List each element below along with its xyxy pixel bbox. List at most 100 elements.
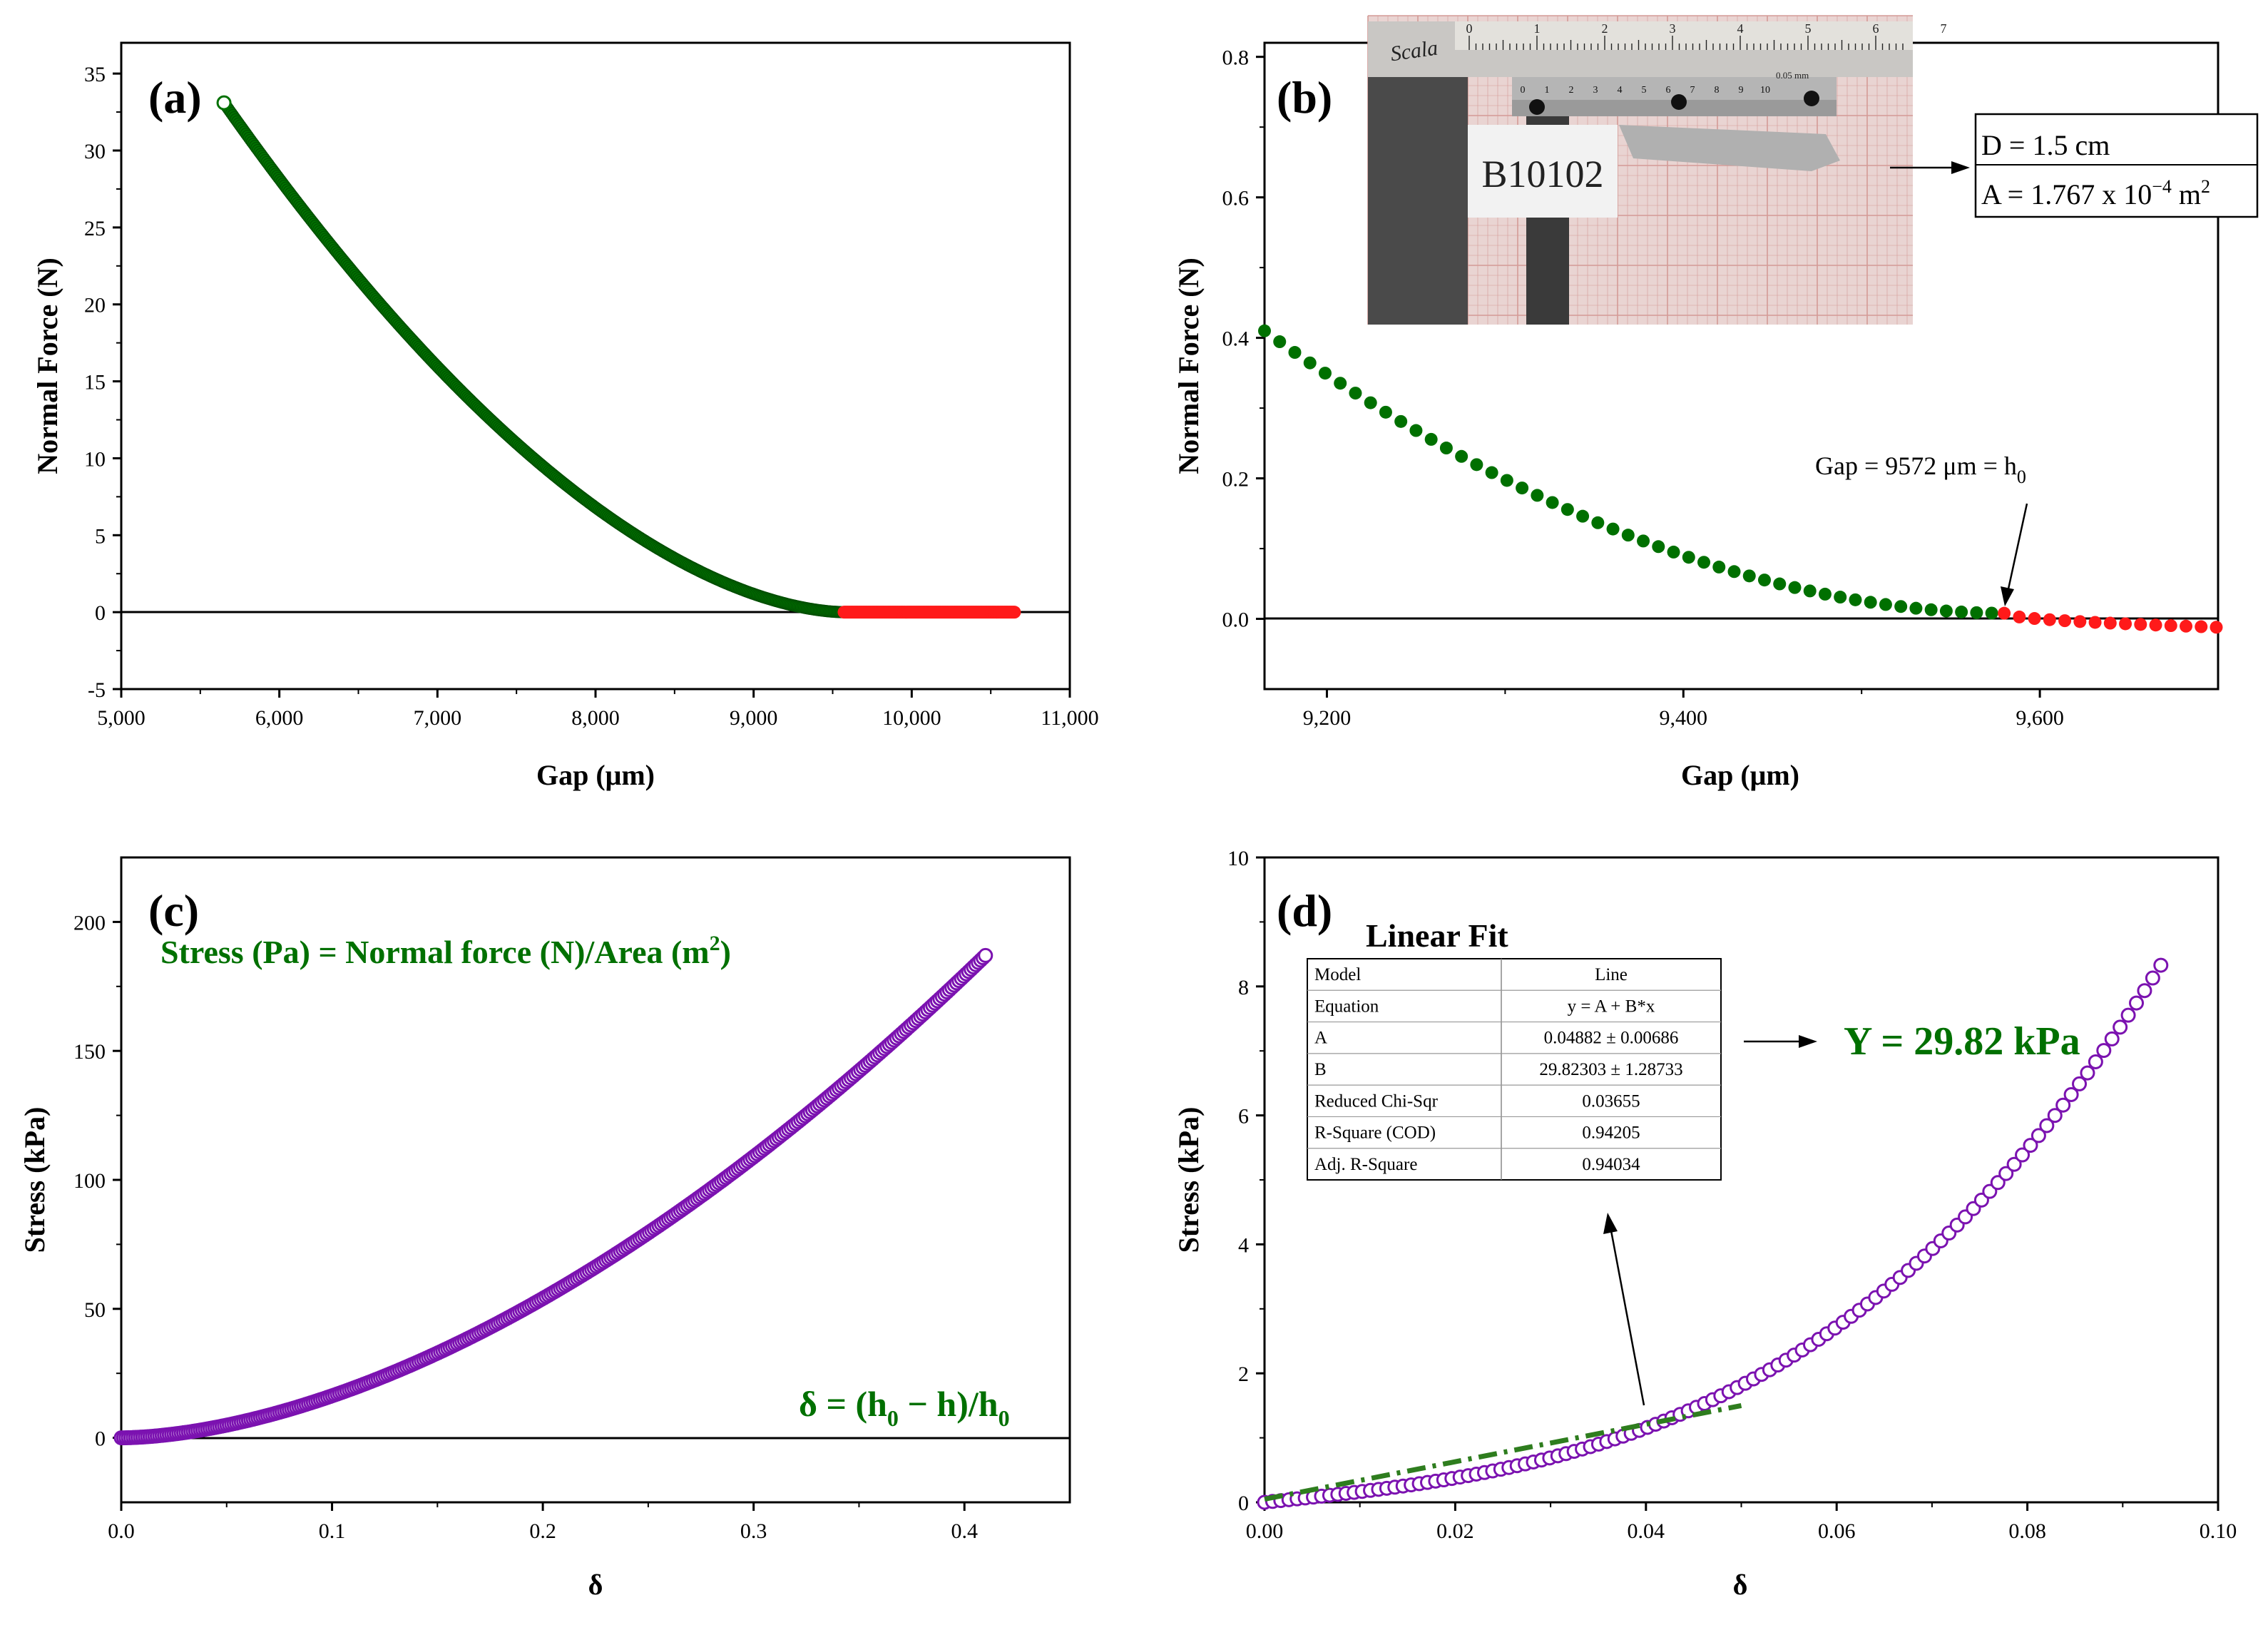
fit-table-value: 0.04882 ± 0.00686 <box>1544 1029 1679 1048</box>
panel-a-label: (a) <box>148 72 202 123</box>
panel-c-y-label: Stress (kPa) <box>19 1107 51 1253</box>
x-tick-label: 0.4 <box>951 1519 978 1543</box>
panel-d-y-ticks: 0 2 4 6 8 10 <box>1227 847 1265 1515</box>
y-tick-label: 15 <box>84 371 106 394</box>
fit-table-key: Adj. R-Square <box>1314 1155 1417 1174</box>
data-point-green <box>1849 593 1862 606</box>
data-point-red <box>2210 621 2223 634</box>
data-point-green <box>1349 387 1362 400</box>
data-point-purple <box>978 947 993 963</box>
y-tick-label: 25 <box>84 217 106 240</box>
fit-table-value: 0.94205 <box>1582 1124 1640 1143</box>
data-point-purple <box>2039 1118 2055 1134</box>
y-tick-label: 30 <box>84 140 106 163</box>
dimension-diameter: D = 1.5 cm <box>1981 129 2110 161</box>
x-tick-label: 11,000 <box>1041 706 1098 730</box>
data-point-green <box>1439 442 1453 455</box>
panel-c-label: (c) <box>148 885 199 936</box>
x-tick-label: 0.0 <box>108 1519 135 1543</box>
panel-b: 9,200 9,400 9,600 0.0 0.2 0.4 0.6 0.8 (b) Gap … <box>1173 15 2259 791</box>
data-point-green <box>1697 556 1711 569</box>
x-tick-label: 5,000 <box>97 706 145 730</box>
data-point-green <box>1576 509 1590 523</box>
data-point-green <box>1803 584 1817 598</box>
fit-table-key: Equation <box>1314 997 1379 1016</box>
data-point-green <box>1560 503 1574 516</box>
fit-table-key: R-Square (COD) <box>1314 1124 1436 1143</box>
y-tick-label: 10 <box>84 447 106 471</box>
data-point-purple <box>1990 1175 2006 1191</box>
fit-table-value: 0.94034 <box>1582 1155 1640 1174</box>
fit-title: Linear Fit <box>1366 917 1508 954</box>
data-point-green <box>1591 516 1605 529</box>
y-tick-label: 200 <box>73 911 106 934</box>
data-point-red <box>2180 619 2193 633</box>
caliper-beam-scale <box>1455 21 1913 50</box>
fit-table-frame <box>1307 958 1722 1181</box>
fit-table-value: Line <box>1595 965 1628 984</box>
x-tick-label: 0.02 <box>1436 1519 1474 1543</box>
panel-c-points <box>113 947 993 1446</box>
x-tick-label: 0.3 <box>740 1519 767 1543</box>
data-point-purple <box>2096 1043 2112 1059</box>
data-point-purple <box>2113 1019 2128 1035</box>
data-point-green <box>1834 591 1847 604</box>
ruler-number: 2 <box>1602 21 1608 36</box>
vernier-number: 6 <box>1666 85 1671 96</box>
x-tick-label: 0.2 <box>529 1519 556 1543</box>
data-point-green <box>1909 601 1923 615</box>
data-point-green <box>1879 598 1892 611</box>
data-point-green <box>1757 574 1771 587</box>
panel-a-x-ticks: 5,000 6,000 7,000 8,000 9,000 10,000 11,000 <box>97 689 1099 730</box>
y-tick-label: 100 <box>73 1169 106 1193</box>
panel-b-x-label: Gap (μm) <box>1681 759 1799 791</box>
data-point-green <box>1970 606 1983 619</box>
dimension-area: A = 1.767 x 10−4 m2 <box>1981 176 2210 210</box>
data-point-green <box>1273 335 1287 349</box>
ruler-ticks <box>1468 36 1904 50</box>
data-point-green <box>1788 581 1802 594</box>
vernier-number: 2 <box>1569 85 1574 96</box>
data-point-green <box>1546 496 1559 509</box>
data-point-green <box>1334 377 1347 390</box>
panel-a: 5,000 6,000 7,000 8,000 9,000 10,000 11,000 -5… <box>31 41 1099 791</box>
data-point-purple <box>2055 1097 2071 1113</box>
data-point-green <box>1288 346 1302 360</box>
x-tick-label: 0.10 <box>2200 1519 2237 1543</box>
data-point-green <box>1712 560 1726 574</box>
panel-b-label: (b) <box>1277 72 1332 123</box>
table-pointer-arrowhead <box>1603 1213 1618 1234</box>
slider-screw-1 <box>1529 99 1545 115</box>
fixed-jaw <box>1368 77 1468 325</box>
x-tick-label: 8,000 <box>571 706 620 730</box>
data-point-purple <box>2088 1054 2103 1069</box>
panel-d-y-label: Stress (kPa) <box>1173 1107 1205 1253</box>
x-tick-label: 10,000 <box>882 706 941 730</box>
y-tick-label: 0.0 <box>1222 608 1250 632</box>
data-point-green <box>1379 405 1392 419</box>
panel-c-x-ticks: 0.0 0.1 0.2 0.3 0.4 <box>108 1502 978 1543</box>
vernier-number: 4 <box>1618 85 1623 96</box>
panel-a-x-label: Gap (μm) <box>536 759 655 791</box>
data-point-green <box>1894 600 1908 613</box>
data-point-green <box>1606 522 1620 536</box>
panel-c: 0.0 0.1 0.2 0.3 0.4 0 50 100 150 200 (c) δ Stres… <box>19 856 1071 1601</box>
vernier-number: 7 <box>1690 85 1695 96</box>
x-tick-label: 9,600 <box>2016 706 2064 730</box>
y-tick-label: 0.8 <box>1222 46 1250 70</box>
data-point-green <box>1955 605 1968 618</box>
panel-d-x-ticks: 0.00 0.02 0.04 0.06 0.08 0.10 <box>1246 1502 2237 1543</box>
y-tick-label: 0.6 <box>1222 187 1250 210</box>
vernier-number: 9 <box>1739 85 1744 96</box>
data-point-green <box>1318 367 1332 380</box>
data-point-red <box>2164 619 2177 633</box>
data-point-red <box>1008 606 1021 619</box>
x-tick-label: 9,400 <box>1660 706 1708 730</box>
slider-screw-3 <box>1804 91 1819 106</box>
y-tick-label: 0 <box>1238 1492 1249 1515</box>
x-tick-label: 0.00 <box>1246 1519 1284 1543</box>
fit-table-value: 0.03655 <box>1582 1091 1640 1111</box>
data-point-green <box>1485 466 1498 479</box>
